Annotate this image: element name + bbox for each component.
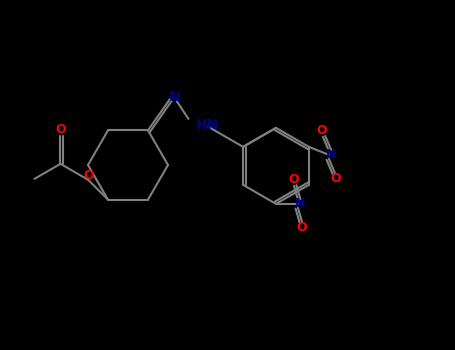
Text: O: O — [83, 169, 94, 182]
Text: N: N — [326, 148, 336, 161]
Text: O: O — [55, 123, 66, 136]
Text: N: N — [169, 90, 181, 104]
Text: O: O — [297, 221, 307, 234]
Text: O: O — [331, 172, 341, 186]
Text: O: O — [288, 173, 299, 186]
Text: HN: HN — [196, 118, 219, 132]
Text: O: O — [317, 124, 327, 137]
Text: N: N — [295, 197, 305, 210]
